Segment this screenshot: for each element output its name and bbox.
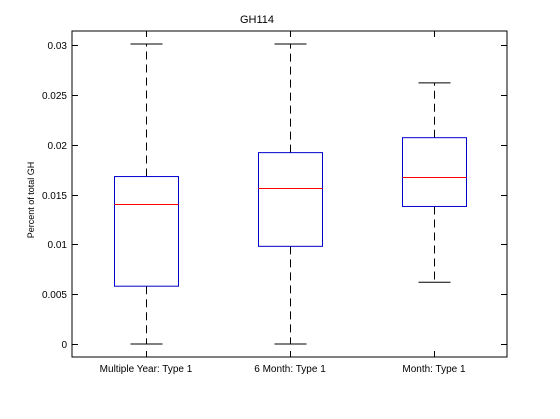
plot-area: 0 0.005 0.01 0.015 0.02 0.025 0.03 Multiple Yea…: [42, 30, 508, 375]
y-tick-label: 0.025: [42, 91, 67, 102]
y-tick-label: 0: [61, 340, 67, 351]
box-iqr: [114, 176, 179, 287]
box-iqr: [402, 137, 467, 207]
y-tick-label: 0.005: [42, 290, 67, 301]
chart-title: GH114: [240, 14, 274, 26]
y-axis-label: Percent of total GH: [26, 162, 36, 239]
x-tick-label: 6 Month: Type 1: [254, 364, 326, 375]
y-tick-label: 0.015: [42, 191, 67, 202]
axes-frame: [71, 30, 508, 358]
x-tick-label: Month: Type 1: [402, 364, 466, 375]
y-tick-label: 0.02: [48, 141, 68, 152]
box-iqr: [258, 152, 323, 247]
x-tick-label: Multiple Year: Type 1: [100, 364, 193, 375]
y-tick-label: 0.03: [48, 41, 68, 52]
y-tick-label: 0.01: [48, 240, 68, 251]
